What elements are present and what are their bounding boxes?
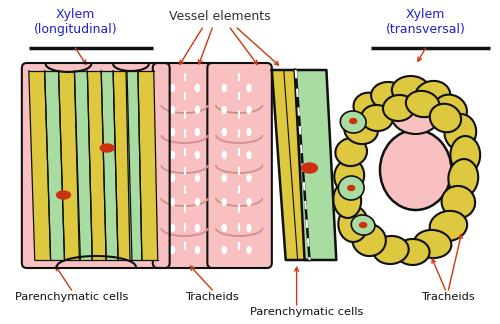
Ellipse shape — [247, 85, 251, 91]
Polygon shape — [126, 71, 142, 260]
Polygon shape — [74, 71, 92, 260]
Polygon shape — [138, 71, 158, 260]
Ellipse shape — [348, 186, 354, 191]
Ellipse shape — [247, 247, 251, 253]
Ellipse shape — [170, 247, 174, 253]
Ellipse shape — [430, 104, 461, 132]
Ellipse shape — [170, 175, 174, 181]
Ellipse shape — [222, 107, 226, 113]
Ellipse shape — [430, 211, 467, 241]
Ellipse shape — [247, 175, 251, 181]
Polygon shape — [272, 70, 310, 260]
Text: Parenchymatic cells: Parenchymatic cells — [15, 292, 128, 302]
Ellipse shape — [352, 215, 375, 235]
Ellipse shape — [338, 176, 364, 200]
Polygon shape — [58, 71, 80, 260]
Ellipse shape — [170, 129, 174, 135]
Ellipse shape — [222, 175, 226, 181]
Ellipse shape — [247, 225, 251, 232]
Ellipse shape — [373, 236, 408, 264]
Ellipse shape — [222, 152, 226, 158]
Ellipse shape — [302, 163, 318, 173]
Ellipse shape — [196, 225, 200, 232]
Ellipse shape — [170, 152, 174, 158]
Ellipse shape — [334, 182, 361, 218]
Text: Tracheids: Tracheids — [422, 292, 476, 302]
Ellipse shape — [414, 230, 452, 258]
FancyBboxPatch shape — [208, 63, 272, 268]
Ellipse shape — [444, 114, 476, 150]
Ellipse shape — [196, 85, 200, 91]
Ellipse shape — [222, 199, 226, 205]
Ellipse shape — [350, 119, 356, 123]
Ellipse shape — [338, 206, 368, 242]
Ellipse shape — [352, 224, 386, 256]
Ellipse shape — [222, 247, 226, 253]
Ellipse shape — [170, 225, 174, 232]
Ellipse shape — [336, 138, 367, 166]
Ellipse shape — [196, 199, 200, 205]
Polygon shape — [29, 71, 50, 260]
Ellipse shape — [222, 225, 226, 232]
FancyBboxPatch shape — [153, 63, 218, 268]
Ellipse shape — [247, 152, 251, 158]
Ellipse shape — [442, 186, 475, 218]
Ellipse shape — [396, 239, 430, 265]
Ellipse shape — [56, 191, 70, 199]
Polygon shape — [101, 71, 118, 260]
Ellipse shape — [247, 107, 251, 113]
Ellipse shape — [340, 111, 366, 133]
Text: Xylem
(transversal): Xylem (transversal) — [386, 8, 466, 36]
Ellipse shape — [170, 85, 174, 91]
Ellipse shape — [448, 159, 478, 197]
FancyBboxPatch shape — [22, 63, 170, 268]
Text: Parenchymatic cells: Parenchymatic cells — [250, 307, 363, 317]
Ellipse shape — [371, 82, 406, 110]
Ellipse shape — [170, 107, 174, 113]
Ellipse shape — [380, 130, 452, 210]
Ellipse shape — [415, 81, 450, 111]
Ellipse shape — [196, 107, 200, 113]
Text: Tracheids: Tracheids — [186, 292, 239, 302]
Ellipse shape — [222, 85, 226, 91]
Ellipse shape — [247, 129, 251, 135]
Text: Xylem
(longitudinal): Xylem (longitudinal) — [34, 8, 117, 36]
Ellipse shape — [406, 91, 440, 117]
Ellipse shape — [334, 159, 364, 193]
Ellipse shape — [170, 199, 174, 205]
Ellipse shape — [360, 223, 366, 227]
Ellipse shape — [434, 95, 467, 125]
Ellipse shape — [383, 95, 414, 121]
Ellipse shape — [196, 129, 200, 135]
Ellipse shape — [344, 116, 378, 144]
Ellipse shape — [361, 105, 393, 131]
Polygon shape — [88, 71, 106, 260]
Ellipse shape — [196, 247, 200, 253]
Polygon shape — [294, 70, 337, 260]
Ellipse shape — [100, 144, 114, 152]
Ellipse shape — [450, 136, 480, 174]
Ellipse shape — [390, 90, 442, 134]
Ellipse shape — [247, 199, 251, 205]
Ellipse shape — [354, 93, 388, 123]
Text: Vessel elements: Vessel elements — [170, 10, 271, 23]
Ellipse shape — [196, 175, 200, 181]
Polygon shape — [44, 71, 64, 260]
Polygon shape — [113, 71, 132, 260]
Ellipse shape — [392, 76, 430, 104]
Ellipse shape — [222, 129, 226, 135]
Ellipse shape — [196, 152, 200, 158]
